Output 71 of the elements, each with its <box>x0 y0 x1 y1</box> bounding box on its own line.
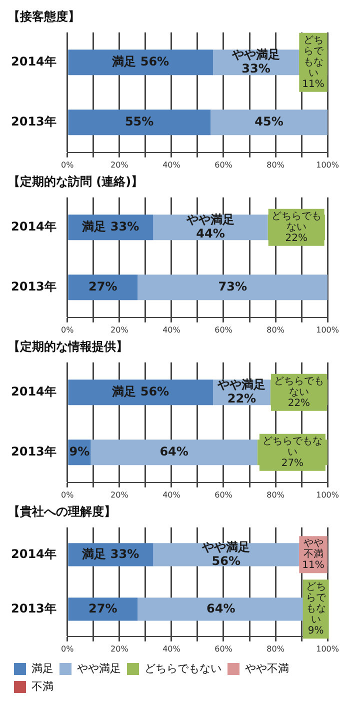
x-tick-label: 80% <box>266 644 285 654</box>
data-label: 満足 56% <box>111 54 170 69</box>
x-tick-label: 80% <box>266 490 285 500</box>
x-tick-label: 60% <box>214 325 233 334</box>
chart-title: 【定期的な訪問 (連絡)】 <box>8 174 144 188</box>
legend-label: やや満足 <box>77 662 121 675</box>
y-tick-label: 2013年 <box>10 601 56 616</box>
legend-label: やや不満 <box>245 662 289 675</box>
data-label: 9% <box>69 444 90 459</box>
data-label: どちらでもない 9% <box>306 582 327 637</box>
data-label: 27% <box>88 601 118 616</box>
y-tick-label: 2014年 <box>10 546 56 561</box>
y-tick-label: 2014年 <box>10 384 56 399</box>
x-tick-label: 100% <box>316 160 340 170</box>
data-label: 満足 33% <box>81 220 140 234</box>
x-tick-label: 100% <box>316 490 340 500</box>
data-label: やや満足 44% <box>185 212 234 241</box>
data-label: 満足 56% <box>111 384 170 399</box>
legend-label: 満足 <box>32 662 54 675</box>
bar <box>68 110 210 136</box>
x-tick-label: 0% <box>61 160 74 170</box>
chart-title: 【貴社への理解度】 <box>8 504 116 518</box>
data-label: 55% <box>124 114 154 129</box>
y-tick-label: 2013年 <box>10 280 56 294</box>
x-tick-label: 100% <box>316 325 340 334</box>
x-tick-label: 60% <box>214 644 233 654</box>
data-label: どちらでもない 27% <box>262 436 322 469</box>
data-label: やや満足 56% <box>201 540 250 568</box>
y-tick-label: 2014年 <box>10 220 56 234</box>
data-label: やや不満 11% <box>302 538 324 572</box>
data-label: 73% <box>218 280 247 294</box>
bar <box>138 274 328 300</box>
x-tick-label: 0% <box>61 644 74 654</box>
bar <box>68 598 138 621</box>
x-tick-label: 20% <box>110 490 129 500</box>
x-tick-label: 80% <box>266 160 285 170</box>
data-label: 満足 33% <box>81 546 140 561</box>
y-tick-label: 2013年 <box>10 444 56 459</box>
data-label: 64% <box>206 601 236 616</box>
x-tick-label: 80% <box>266 325 285 334</box>
bar <box>210 110 328 136</box>
data-label: どちらでもない 22% <box>274 376 324 409</box>
data-label: 27% <box>88 280 118 294</box>
x-tick-label: 60% <box>214 160 233 170</box>
chart-title: 【定期的な情報提供】 <box>8 339 128 354</box>
x-tick-label: 20% <box>110 644 129 654</box>
data-label: やや満足 22% <box>216 378 266 406</box>
x-tick-label: 20% <box>110 325 129 334</box>
x-tick-label: 60% <box>214 490 233 500</box>
bar <box>68 274 138 300</box>
x-tick-label: 0% <box>61 490 74 500</box>
y-tick-label: 2013年 <box>10 114 56 129</box>
data-label: 64% <box>160 444 188 459</box>
data-label: どちらでもない 11% <box>302 34 324 90</box>
legend-label: 不満 <box>32 680 54 693</box>
data-label: やや満足 33% <box>231 48 280 76</box>
data-label: 45% <box>254 114 284 129</box>
bar <box>138 598 304 621</box>
y-tick-label: 2014年 <box>10 54 56 69</box>
data-label: どちらでもない 22% <box>271 210 322 244</box>
x-tick-label: 40% <box>162 490 181 500</box>
bar <box>68 380 214 406</box>
x-tick-label: 20% <box>110 160 129 170</box>
legend-label: どちらでもない <box>144 662 222 675</box>
x-tick-label: 0% <box>61 325 74 334</box>
x-tick-label: 100% <box>316 644 340 654</box>
x-tick-label: 40% <box>162 644 181 654</box>
bar <box>68 50 214 76</box>
chart-title: 【接客態度】 <box>8 9 80 24</box>
x-tick-label: 40% <box>162 325 181 334</box>
x-tick-label: 40% <box>162 160 181 170</box>
